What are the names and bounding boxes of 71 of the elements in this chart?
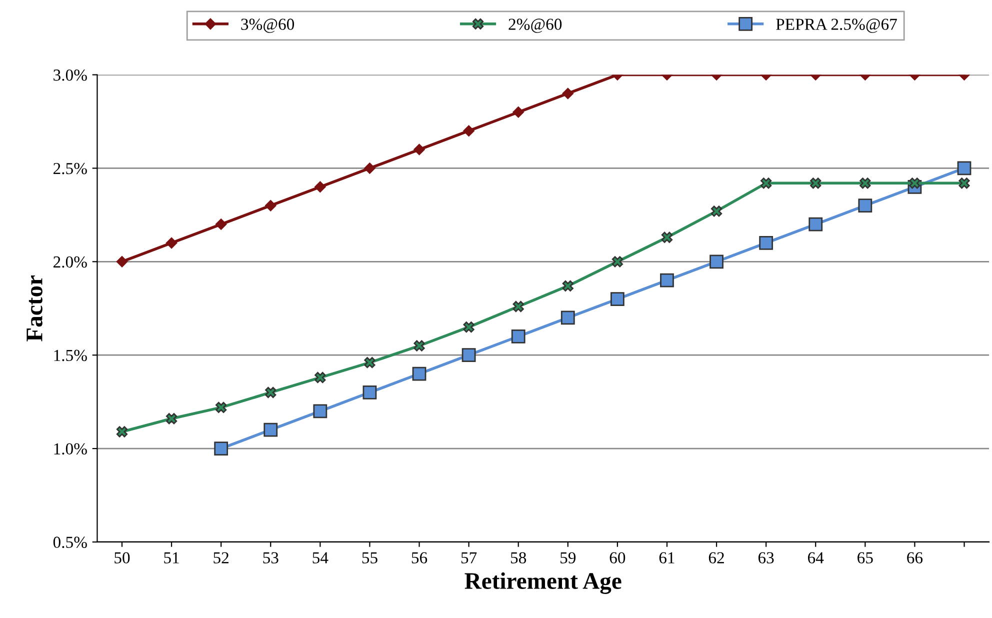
point xyxy=(808,217,823,232)
y-tick-label: 2.5% xyxy=(54,162,87,174)
point xyxy=(957,161,972,176)
point xyxy=(710,206,722,217)
legend-label: 2%@60 xyxy=(508,18,562,33)
point xyxy=(858,198,872,213)
x-tick-label: 50 xyxy=(114,552,130,564)
point xyxy=(759,236,774,250)
point xyxy=(511,329,526,344)
x-tick-label: 53 xyxy=(263,552,278,564)
point xyxy=(414,340,425,352)
point xyxy=(810,178,822,189)
x-tick-label: 60 xyxy=(610,552,626,564)
point xyxy=(612,256,623,268)
point xyxy=(562,88,574,100)
point xyxy=(265,200,276,212)
point xyxy=(412,366,426,381)
point xyxy=(116,256,128,268)
point xyxy=(214,442,228,456)
legend-label: PEPRA 2.5%@67 xyxy=(776,18,897,33)
point xyxy=(512,106,524,118)
point xyxy=(710,254,724,269)
point xyxy=(661,232,673,243)
x-tick-label: 55 xyxy=(362,552,378,564)
point xyxy=(265,386,276,398)
point xyxy=(958,178,970,189)
y-tick-label: 1.0% xyxy=(54,443,87,455)
point xyxy=(166,413,178,424)
point xyxy=(512,300,524,312)
point xyxy=(216,402,227,413)
x-axis-title: Retirement Age xyxy=(464,572,622,594)
x-tick-label: 57 xyxy=(461,552,477,564)
x-tick-label: 54 xyxy=(312,552,328,564)
point xyxy=(760,178,772,189)
point xyxy=(560,310,575,325)
y-tick-label: 1.5% xyxy=(54,350,87,362)
x-tick-label: 61 xyxy=(659,552,674,564)
point xyxy=(314,181,326,193)
x-tick-label: 56 xyxy=(412,552,428,564)
x-tick-label: 51 xyxy=(164,552,179,564)
legend-label: 3%@60 xyxy=(241,18,294,33)
point xyxy=(264,422,278,437)
point xyxy=(562,280,574,292)
point xyxy=(314,372,326,384)
point xyxy=(860,178,871,189)
x-tick-label: 63 xyxy=(758,552,774,564)
x-tick-label: 65 xyxy=(858,552,873,564)
point xyxy=(364,162,376,174)
point xyxy=(215,218,227,230)
point xyxy=(462,348,476,362)
point xyxy=(660,273,674,288)
point xyxy=(463,125,474,136)
point xyxy=(313,404,328,418)
x-tick-label: 64 xyxy=(808,552,824,564)
y-tick-label: 0.5% xyxy=(53,536,87,548)
y-tick-label: 3.0% xyxy=(54,69,87,81)
x-tick-label: 62 xyxy=(708,552,724,564)
y-axis-title: Factor xyxy=(26,275,42,342)
point xyxy=(610,292,624,306)
point xyxy=(362,386,377,400)
x-tick-label: 52 xyxy=(214,552,228,564)
x-tick-label: 59 xyxy=(560,552,576,564)
point xyxy=(166,237,178,249)
y-tick-label: 2.0% xyxy=(54,256,87,268)
point xyxy=(414,144,425,156)
x-tick-label: 58 xyxy=(510,552,526,564)
point xyxy=(909,178,920,189)
point xyxy=(463,322,474,333)
point xyxy=(364,357,376,368)
point xyxy=(116,426,128,438)
x-tick-label: 66 xyxy=(907,552,923,564)
